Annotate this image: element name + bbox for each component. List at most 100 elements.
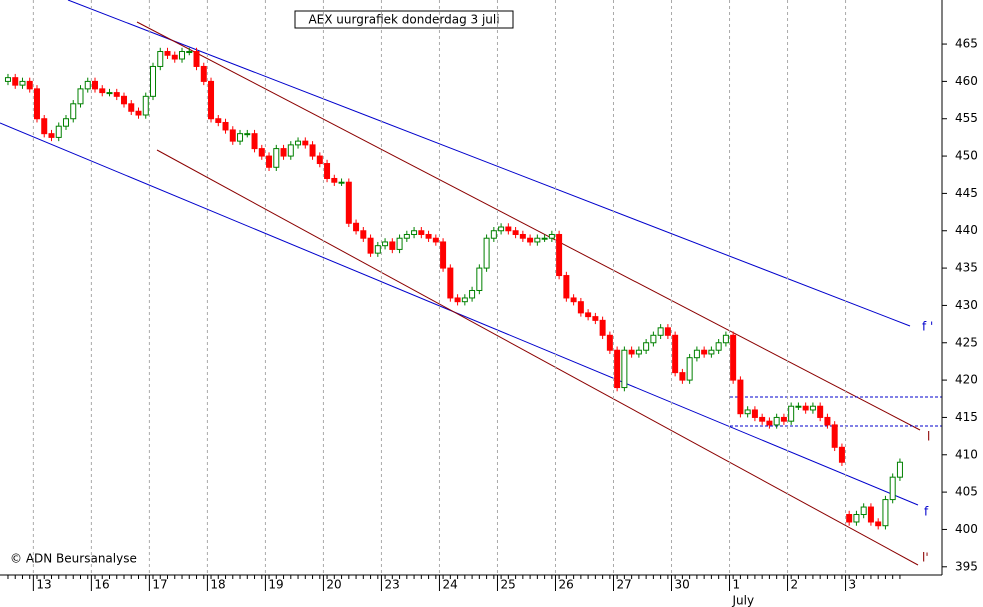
candle-body — [396, 237, 403, 250]
candle-body — [48, 133, 55, 138]
trend-line — [67, 0, 911, 327]
y-tick-label: 465 — [955, 37, 978, 51]
candle-body — [266, 155, 273, 168]
x-tick-label: 30 — [675, 578, 690, 592]
y-tick-label: 440 — [955, 223, 978, 237]
candle-body — [860, 506, 867, 516]
candle-body — [164, 51, 171, 56]
candle-body — [142, 95, 149, 116]
candle-body — [534, 237, 541, 243]
candle-body — [875, 521, 882, 527]
chart-title: AEX uurgrafiek donderdag 3 juli — [308, 13, 499, 27]
candle-body — [215, 118, 222, 123]
candle-body — [896, 461, 903, 478]
candle-body — [744, 409, 751, 415]
candle-body — [273, 148, 280, 168]
candle-body — [135, 110, 142, 116]
candle-body — [128, 103, 135, 112]
candle-body — [766, 420, 773, 426]
y-tick-label: 415 — [955, 410, 978, 424]
candle-body — [527, 237, 534, 243]
candle-body — [331, 177, 338, 183]
title-box — [294, 10, 514, 29]
candle-body — [722, 334, 729, 344]
x-tick-label: 18 — [210, 578, 225, 592]
candle-body — [679, 372, 686, 381]
y-tick-label: 455 — [955, 111, 978, 125]
x-tick-label: 24 — [442, 578, 457, 592]
y-tick-label: 405 — [955, 485, 978, 499]
y-tick-label: 400 — [955, 522, 978, 536]
candle-body — [476, 267, 483, 291]
x-tick-label: 17 — [152, 578, 167, 592]
candle-body — [541, 237, 548, 240]
candle-body — [447, 267, 454, 299]
line-label: f ' — [922, 320, 933, 334]
trend-line — [0, 122, 919, 506]
candle-body — [251, 133, 258, 150]
candle-body — [809, 405, 816, 411]
candle-body — [4, 77, 11, 82]
candle-body — [360, 230, 367, 239]
candle-body — [121, 95, 128, 105]
candle-body — [889, 476, 896, 501]
candle-body — [19, 80, 26, 86]
trend-line — [156, 149, 919, 566]
candle-body — [345, 181, 352, 224]
candle-body — [802, 405, 809, 411]
candle-body — [222, 121, 229, 131]
line-label: l — [927, 430, 930, 444]
y-tick-label: 395 — [955, 559, 978, 573]
trend-line — [136, 21, 921, 431]
x-tick-label: 3 — [849, 578, 857, 592]
candle-body — [686, 357, 693, 381]
candle-body — [838, 446, 845, 463]
candle-body — [440, 241, 447, 269]
candle-body — [70, 103, 77, 120]
candle-body — [258, 148, 265, 157]
candle-body — [403, 233, 410, 239]
candle-body — [606, 334, 613, 351]
x-tick-label: 26 — [558, 578, 573, 592]
candle-body — [237, 133, 244, 142]
y-tick-label: 445 — [955, 186, 978, 200]
candle-body — [244, 133, 251, 136]
candle-body — [780, 416, 787, 422]
line-label: f — [924, 505, 929, 519]
candle-body — [106, 92, 113, 95]
candle-body — [512, 230, 519, 235]
candle-body — [635, 349, 642, 355]
candle-body — [664, 327, 671, 336]
candle-body — [817, 405, 824, 418]
candle-body — [556, 233, 563, 277]
candle-body — [795, 405, 802, 408]
candle-body — [599, 319, 606, 336]
y-tick-label: 435 — [955, 261, 978, 275]
y-tick-label: 450 — [955, 149, 978, 163]
candle-body — [389, 241, 396, 250]
x-tick-label: 25 — [500, 578, 515, 592]
candle-body — [229, 129, 236, 142]
candle-body — [41, 118, 48, 135]
y-tick-label: 410 — [955, 447, 978, 461]
candle-body — [643, 342, 650, 351]
candle-body — [657, 327, 664, 336]
candle-body — [672, 334, 679, 374]
candle-body — [411, 230, 418, 235]
line-label: l' — [922, 551, 929, 565]
candle-body — [788, 405, 795, 422]
candle-body — [91, 80, 98, 90]
candle-body — [483, 237, 490, 269]
candle-body — [99, 88, 106, 94]
candle-body — [353, 222, 360, 232]
y-tick-label: 430 — [955, 298, 978, 312]
candle-body — [867, 506, 874, 523]
candle-body — [824, 416, 831, 426]
candle-body — [12, 77, 19, 86]
month-label: July — [732, 594, 755, 607]
x-tick-label: 2 — [791, 578, 799, 592]
candle-body — [621, 349, 628, 389]
candle-body — [179, 51, 186, 60]
candle-body — [715, 342, 722, 351]
